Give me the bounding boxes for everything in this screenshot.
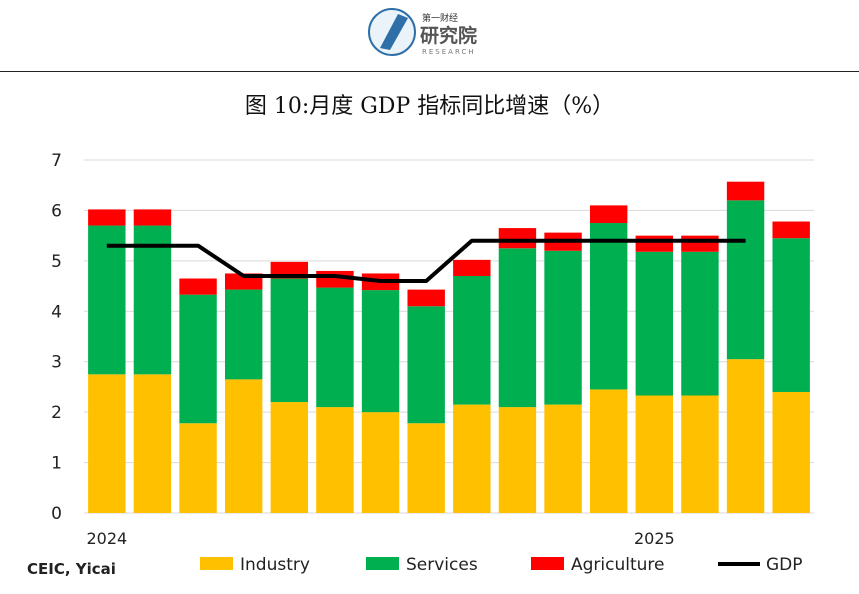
legend-swatch-agriculture (531, 557, 564, 570)
bar-industry (498, 407, 537, 513)
y-tick-label: 0 (51, 504, 62, 524)
y-axis: 0 1 2 3 4 5 6 7 (51, 151, 62, 524)
x-axis: 2024 2025 (86, 529, 674, 548)
bar-industry (224, 379, 263, 513)
bar-services (726, 200, 765, 360)
x-tick-label: 2025 (634, 529, 675, 548)
bar-services (589, 223, 628, 390)
gdp-line (106, 238, 746, 283)
bar-industry (726, 359, 765, 513)
bar-industry (361, 412, 400, 513)
bar-industry (589, 389, 628, 513)
bar-agriculture (407, 289, 445, 307)
legend: Industry Services Agriculture GDP (200, 555, 803, 575)
y-tick-label: 1 (51, 454, 62, 474)
bar-industry (179, 423, 217, 513)
logo-line3: RESEARCH (422, 48, 476, 56)
bar-services (361, 290, 400, 413)
bar-industry (88, 374, 126, 513)
bar-services (133, 225, 172, 375)
yicai-research-logo: 第一财经 研究院 RESEARCH (368, 8, 477, 56)
bar-industry (453, 404, 491, 513)
y-tick-label: 6 (51, 201, 62, 221)
y-tick-label: 7 (51, 151, 62, 171)
bar-services (270, 278, 309, 403)
y-tick-label: 2 (51, 403, 62, 423)
header-rule (0, 71, 859, 72)
logo-line2: 研究院 (420, 24, 477, 47)
bar-services (179, 294, 217, 424)
bar-services (635, 251, 674, 396)
y-tick-label: 5 (51, 252, 62, 272)
legend-swatch-industry (200, 557, 233, 570)
legend-label-gdp: GDP (766, 555, 803, 575)
bar-services (88, 225, 126, 375)
bars (88, 181, 810, 513)
bar-agriculture (88, 209, 126, 226)
legend-label-agriculture: Agriculture (571, 555, 665, 575)
bar-agriculture (681, 235, 719, 252)
bar-industry (316, 407, 354, 513)
bar-industry (270, 402, 309, 513)
bar-industry (772, 391, 810, 513)
bar-services (544, 250, 582, 405)
bar-services (498, 248, 537, 408)
bar-agriculture (498, 228, 537, 249)
bar-agriculture (726, 181, 765, 201)
x-tick-label: 2024 (86, 529, 127, 548)
bar-services (453, 275, 491, 405)
bar-agriculture (635, 235, 674, 252)
source-note: CEIC, Yicai (27, 560, 116, 578)
chart-title: 图 10:月度 GDP 指标同比增速（%） (244, 94, 615, 119)
bar-industry (635, 395, 674, 513)
bar-industry (681, 395, 719, 513)
bar-agriculture (133, 209, 172, 226)
legend-label-services: Services (406, 555, 478, 575)
bar-services (681, 251, 719, 396)
bar-agriculture (179, 278, 217, 295)
bar-industry (407, 423, 445, 513)
y-tick-label: 4 (51, 302, 62, 322)
legend-label-industry: Industry (240, 555, 310, 575)
legend-swatch-services (366, 557, 399, 570)
bar-services (407, 306, 445, 424)
bar-industry (544, 404, 582, 513)
bar-services (772, 238, 810, 392)
bar-agriculture (589, 205, 628, 224)
bar-services (316, 287, 354, 408)
bar-industry (133, 374, 172, 513)
stacked-bar-chart: 0 1 2 3 4 5 6 7 2024 2025 Industry Services Agricu… (27, 151, 814, 578)
bar-services (224, 289, 263, 380)
logo-line1: 第一财经 (422, 12, 458, 24)
bar-agriculture (453, 259, 491, 276)
gdp-line-layer (106, 238, 746, 283)
y-tick-label: 3 (51, 353, 62, 373)
bar-agriculture (772, 221, 810, 239)
